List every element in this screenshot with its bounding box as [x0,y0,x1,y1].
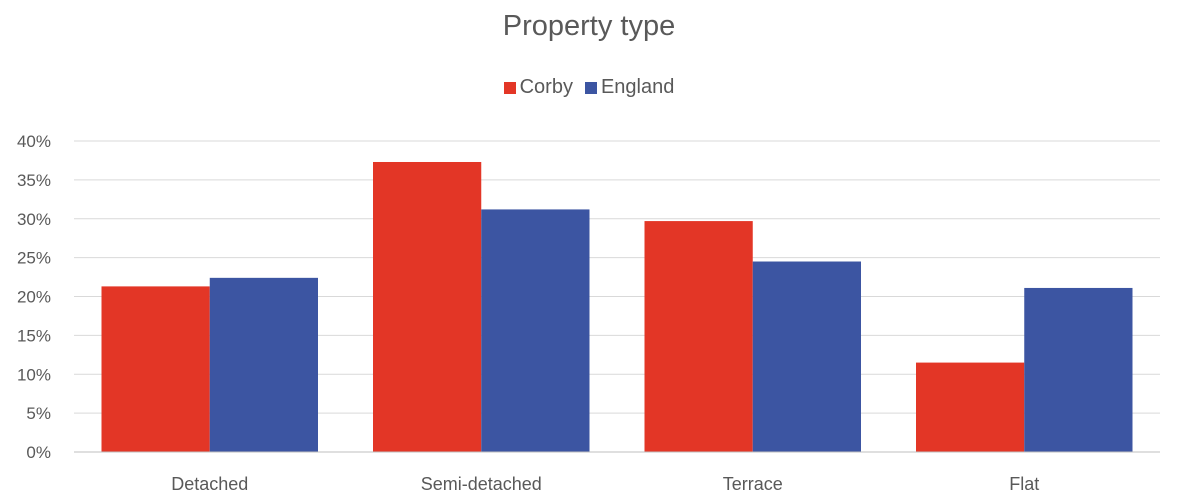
legend-swatch-england [584,81,597,94]
y-tick-label: 35% [17,171,51,190]
x-tick-label: Flat [1009,474,1039,494]
y-tick-label: 15% [17,326,51,345]
bar-corby-detached [101,286,210,452]
bar-england-terrace [752,261,861,452]
legend-item-england: England [584,76,675,99]
legend-swatch-corby [503,81,516,94]
legend: Corby England [0,76,1178,99]
bar-england-semi-detached [481,209,590,452]
x-tick-label: Terrace [723,474,783,494]
y-tick-label: 0% [26,443,51,462]
bar-corby-terrace [644,221,753,452]
y-tick-label: 30% [17,210,51,229]
legend-label-corby: Corby [519,76,573,98]
bar-england-detached [209,277,318,452]
x-tick-label: Detached [171,474,248,494]
legend-item-corby: Corby [503,76,573,99]
y-tick-label: 40% [17,132,51,151]
bar-corby-semi-detached [373,161,482,452]
chart-title: Property type [502,10,676,42]
bar-corby-flat [916,362,1025,452]
y-tick-label: 20% [17,288,51,307]
y-tick-label: 25% [17,249,51,268]
bar-england-flat [1024,287,1133,452]
x-tick-label: Semi-detached [421,474,542,494]
y-tick-label: 10% [17,365,51,384]
y-tick-label: 5% [26,404,51,423]
legend-label-england: England [600,76,675,98]
